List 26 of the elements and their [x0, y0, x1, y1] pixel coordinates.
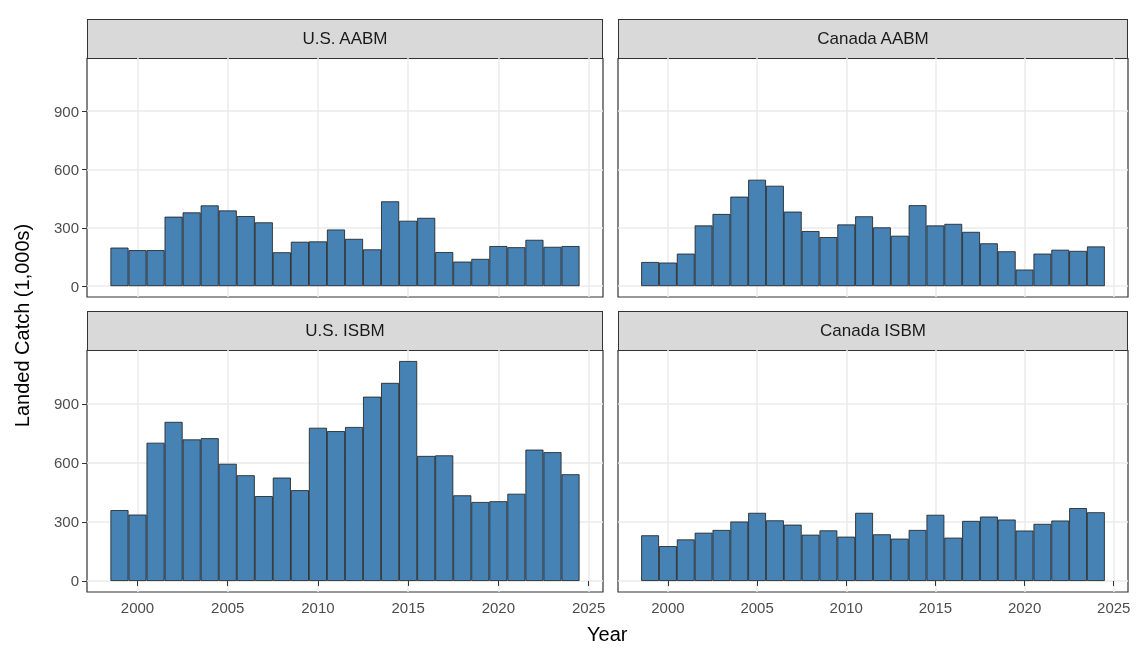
x-tick-label: 2025: [571, 599, 606, 616]
x-tick-label: 2000: [651, 599, 685, 616]
chart-title: U.S. AABM: [87, 19, 603, 59]
y-tick-label: 600: [53, 454, 79, 472]
x-tick-label: 2005: [211, 599, 245, 616]
x-tick-label: 2020: [481, 599, 516, 616]
chart-title: Canada AABM: [618, 19, 1128, 59]
y-tick-label: 300: [53, 513, 79, 531]
y-tick-label: 0: [70, 572, 79, 590]
y-tick-label: 900: [53, 395, 79, 413]
x-tick-label: 2020: [1007, 599, 1042, 616]
chart-title: Canada ISBM: [618, 311, 1128, 351]
x-tick-label: 2025: [1097, 599, 1131, 616]
x-tick-label: 2005: [740, 599, 774, 616]
y-tick-label: 600: [53, 160, 79, 178]
x-tick-label: 2010: [829, 599, 863, 616]
x-tick-label: 2000: [120, 599, 155, 616]
chart-title: U.S. ISBM: [87, 311, 603, 351]
y-tick-label: 0: [70, 277, 79, 295]
x-tick-label: 2010: [301, 599, 335, 616]
x-tick-label: 2015: [391, 599, 425, 616]
y-tick-label: 900: [53, 102, 79, 120]
x-tick-label: 2015: [918, 599, 953, 616]
x-axis-title: Year: [587, 623, 628, 646]
y-axis-title: Landed Catch (1,000s): [10, 223, 34, 427]
y-tick-label: 300: [53, 219, 79, 237]
